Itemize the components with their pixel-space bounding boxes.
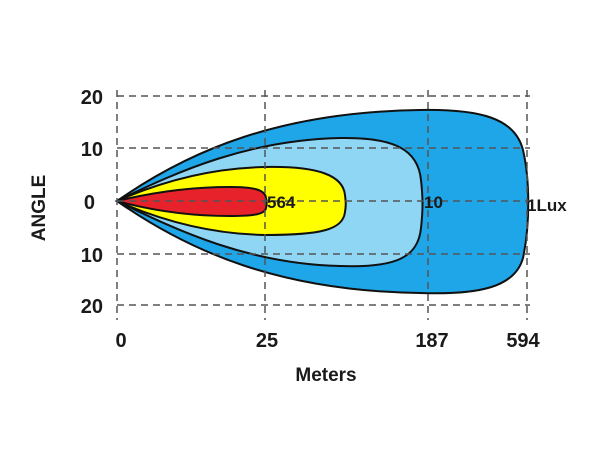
- zone-label-1lux: 1Lux: [527, 196, 567, 215]
- x-tick-label: 25: [256, 330, 278, 352]
- y-tick-label: 0: [84, 192, 95, 214]
- grid-layer: [116, 90, 530, 320]
- zone-label-564: 564: [267, 193, 296, 212]
- x-ticks: 0 25 187 594: [115, 330, 540, 352]
- y-tick-label: 20: [81, 87, 103, 109]
- y-axis-title: ANGLE: [29, 175, 50, 242]
- y-tick-label: 10: [81, 245, 103, 267]
- x-tick-label: 187: [415, 330, 448, 352]
- y-tick-label: 20: [81, 296, 103, 318]
- x-tick-label: 0: [115, 330, 126, 352]
- y-ticks: 20 10 0 10 20: [81, 87, 103, 318]
- x-tick-label: 594: [506, 330, 540, 352]
- zone-label-10: 10: [424, 193, 443, 212]
- y-tick-label: 10: [81, 139, 103, 161]
- x-axis-title: Meters: [295, 365, 356, 386]
